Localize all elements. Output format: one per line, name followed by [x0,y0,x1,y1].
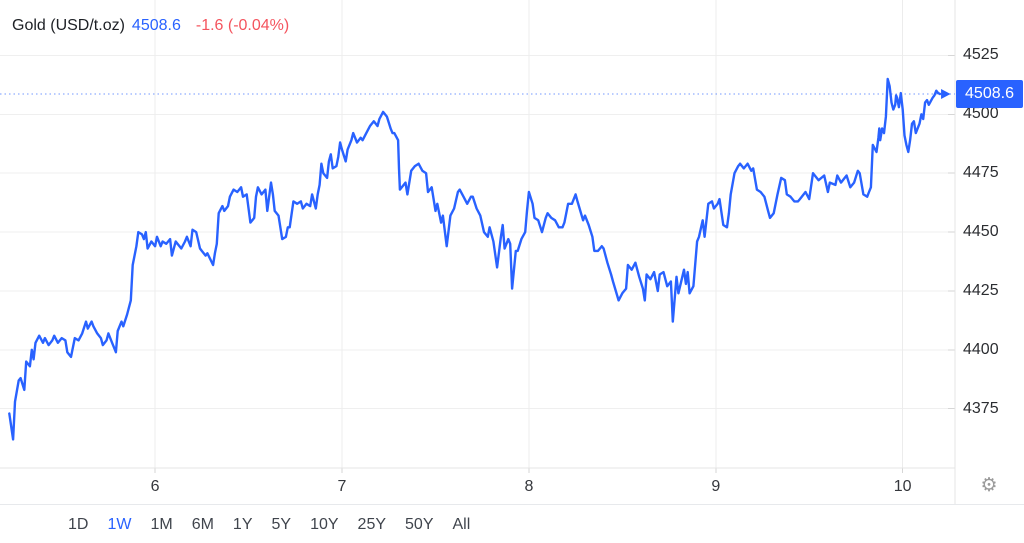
settings-gear-icon[interactable]: ⚙ [980,474,998,496]
y-axis-label: 4375 [963,399,999,417]
x-axis-label: 6 [150,478,160,495]
header-price-change: -1.6 (-0.04%) [195,17,290,34]
range-button-25y[interactable]: 25Y [357,515,387,533]
range-button-1m[interactable]: 1M [150,515,173,533]
y-axis-label: 4500 [963,105,999,123]
last-price-arrow-icon [941,89,951,99]
y-axis-label: 4450 [963,223,999,241]
price-line-series [8,77,942,441]
x-axis-label: 9 [711,478,721,495]
y-axis-label: 4400 [963,340,999,358]
instrument-title: Gold (USD/t.oz) [12,17,125,34]
last-price-badge: 4508.6 [956,80,1023,108]
header-last-price: 4508.6 [131,17,181,34]
chart-header: Gold (USD/t.oz) 4508.6 -1.6 (-0.04%) [12,17,289,35]
range-button-1d[interactable]: 1D [68,515,89,533]
range-toolbar: 1D 1W 1M 6M 1Y 5Y 10Y 25Y 50Y All [0,506,1024,543]
y-axis-label: 4425 [963,281,999,299]
range-button-1y[interactable]: 1Y [232,515,253,533]
x-axis-label: 8 [524,478,534,495]
range-button-all[interactable]: All [452,515,471,533]
y-axis-label: 4475 [963,164,999,182]
y-axis-label: 4525 [963,46,999,64]
range-button-6m[interactable]: 6M [191,515,214,533]
range-button-10y[interactable]: 10Y [310,515,339,533]
range-button-1w[interactable]: 1W [107,515,132,533]
range-button-50y[interactable]: 50Y [405,515,434,533]
x-axis-label: 10 [893,478,912,495]
x-axis-label: 7 [337,478,347,495]
range-button-5y[interactable]: 5Y [271,515,292,533]
